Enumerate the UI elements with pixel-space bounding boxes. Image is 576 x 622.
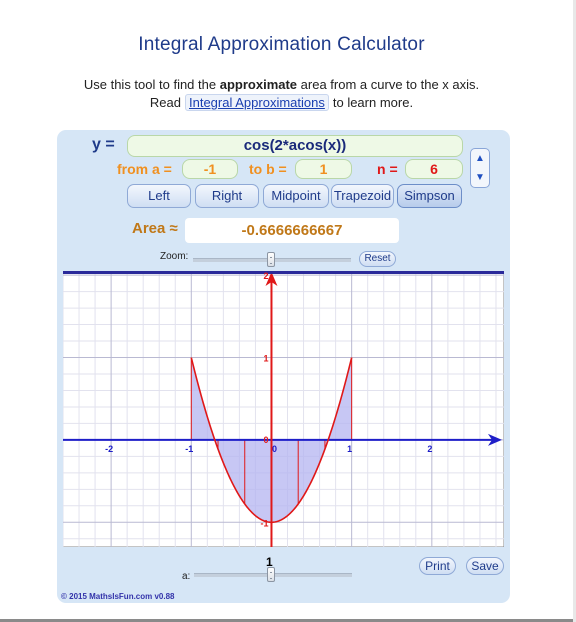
- a-value: 1: [266, 555, 273, 569]
- n-stepper: ▲ ▼: [470, 148, 490, 188]
- x-axis-arrow: [488, 433, 502, 446]
- intro-line-1: Use this tool to find the approximate ar…: [83, 77, 480, 92]
- bottom-divider: [0, 619, 576, 622]
- intro-bold-word: approximate: [219, 77, 298, 92]
- y-tick-label: 1: [263, 354, 268, 364]
- x-tick-label: 1: [347, 444, 352, 454]
- intro-line-2: Read Integral Approximations to learn more…: [149, 94, 414, 111]
- simpson-method-button[interactable]: Simpson: [397, 184, 462, 208]
- scrollbar-edge: [573, 0, 576, 622]
- copyright-text: © 2015 MathsIsFun.com v0.88: [61, 592, 175, 601]
- area-result: -0.6666666667: [185, 218, 399, 243]
- n-label: n =: [377, 161, 398, 177]
- intro-text: Use this tool to find the approximate ar…: [0, 76, 563, 112]
- expression-input[interactable]: cos(2*acos(x)): [127, 135, 463, 157]
- area-label: Area ≈: [132, 220, 178, 237]
- x-tick-label: -1: [185, 444, 193, 454]
- y-tick-label: 0: [263, 435, 268, 445]
- trapezoid-method-button[interactable]: Trapezoid: [331, 184, 394, 208]
- calculator-panel: y = cos(2*acos(x)) from a = -1 to b = 1 …: [57, 130, 510, 603]
- function-graph[interactable]: -2 -1 1 2 -1 0 1 2 0: [63, 271, 504, 547]
- axes: [63, 271, 504, 547]
- from-a-label: from a =: [117, 161, 172, 177]
- curve-path: [190, 357, 353, 524]
- minor-grid: [63, 271, 504, 547]
- page-title: Integral Approximation Calculator: [138, 34, 425, 55]
- y-tick-label: -1: [260, 518, 268, 528]
- graph-top-border: [63, 271, 504, 274]
- y-axis-arrow: [265, 272, 278, 286]
- y-tick-label: 2: [263, 271, 268, 281]
- x-tick-label-zero: 0: [272, 444, 277, 454]
- reset-button[interactable]: Reset: [359, 251, 396, 267]
- to-b-input[interactable]: 1: [295, 159, 352, 179]
- a-label: a:: [182, 571, 191, 582]
- right-method-button[interactable]: Right: [195, 184, 259, 208]
- n-decrease-button[interactable]: ▼: [475, 172, 485, 183]
- n-input[interactable]: 6: [405, 159, 463, 179]
- zoom-label: Zoom:: [160, 251, 189, 262]
- left-method-button[interactable]: Left: [127, 184, 191, 208]
- from-a-input[interactable]: -1: [182, 159, 238, 179]
- save-button[interactable]: Save: [466, 557, 504, 575]
- midpoint-method-button[interactable]: Midpoint: [263, 184, 329, 208]
- n-increase-button[interactable]: ▲: [475, 153, 485, 164]
- function-curve: [190, 357, 353, 524]
- x-tick-label: -2: [105, 444, 113, 454]
- integral-approximations-link[interactable]: Integral Approximations: [185, 94, 329, 111]
- x-tick-label: 2: [427, 444, 432, 454]
- y-equals-label: y =: [92, 136, 115, 153]
- print-button[interactable]: Print: [419, 557, 456, 575]
- zoom-slider-thumb[interactable]: [267, 252, 275, 267]
- to-b-label: to b =: [249, 161, 287, 177]
- a-slider-thumb[interactable]: [267, 567, 275, 582]
- tick-labels: -2 -1 1 2 -1 0 1 2 0: [105, 271, 432, 528]
